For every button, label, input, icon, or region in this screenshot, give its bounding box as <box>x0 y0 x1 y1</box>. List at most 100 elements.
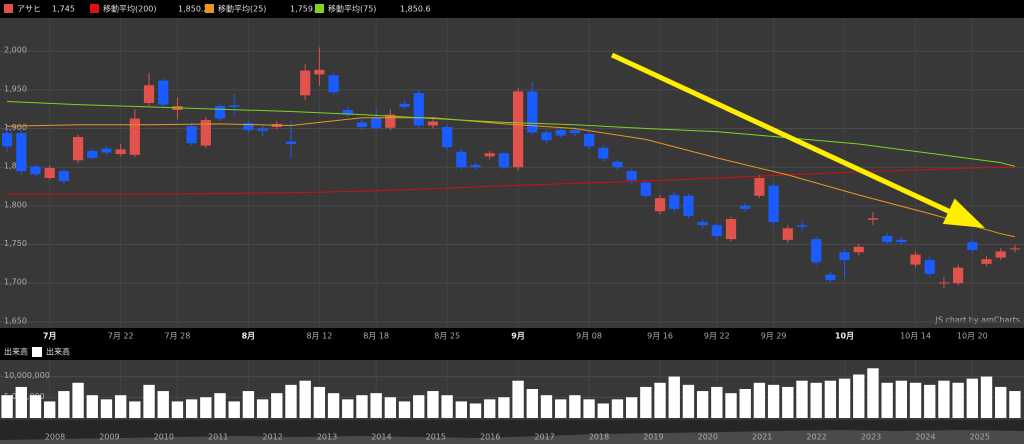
volume-bar <box>185 399 198 418</box>
credit: JS chart by amCharts <box>934 316 1020 325</box>
x-tick-label: 10月 <box>835 332 854 341</box>
legend-value: 1,745 <box>52 5 75 14</box>
candle-body <box>129 118 140 155</box>
volume-bar <box>1 395 13 418</box>
volume-bar <box>739 389 751 418</box>
price-panel <box>0 18 1024 328</box>
navigator-year: 2021 <box>752 433 772 442</box>
candle-body <box>427 121 439 126</box>
candle-body <box>399 103 410 107</box>
candle-body <box>811 239 822 263</box>
y-tick-label: 1,850 <box>4 162 27 171</box>
x-tick-label: 10月 14 <box>900 332 931 341</box>
candle-body <box>257 128 268 131</box>
navigator-year: 2019 <box>643 433 663 442</box>
volume-bar <box>938 380 950 418</box>
volume-bar <box>895 380 908 418</box>
candle-body <box>456 151 467 168</box>
navigator-year: 2012 <box>262 433 282 442</box>
candle-body <box>654 198 666 212</box>
volume-bar <box>29 395 42 418</box>
volume-bar <box>242 391 255 418</box>
volume-bar <box>753 382 766 418</box>
x-tick-label: 9月 29 <box>761 332 787 341</box>
moving-average-line <box>7 117 1016 238</box>
volume-bar <box>58 391 70 418</box>
candle-body <box>938 282 950 284</box>
volume-bar <box>782 386 794 418</box>
y-tick-label: 2,000 <box>4 46 27 55</box>
legend-label: 移動平均(25) <box>218 4 266 14</box>
volume-bar <box>824 380 837 418</box>
x-tick-label: 9月 <box>511 332 525 341</box>
volume-bar <box>114 395 127 418</box>
y-tick-label: 1,900 <box>4 123 27 132</box>
volume-bar <box>583 399 595 418</box>
navigator-year: 2008 <box>45 433 65 442</box>
volume-bar <box>540 395 553 418</box>
candle-body <box>825 274 836 281</box>
navigator-year: 2025 <box>970 433 990 442</box>
candle-body <box>484 153 495 157</box>
candle-body <box>371 117 382 128</box>
x-tick-label: 7月 28 <box>165 332 191 341</box>
candle-body <box>328 75 339 93</box>
x-tick-label: 8月 18 <box>363 332 389 341</box>
navigator-year: 2015 <box>426 433 446 442</box>
volume-bar <box>640 386 652 418</box>
volume-bar <box>838 378 851 418</box>
volume-bar <box>668 376 680 418</box>
volume-bar <box>313 386 326 418</box>
candle-body <box>115 149 126 155</box>
x-tick-label: 8月 <box>242 332 256 341</box>
volume-bar <box>100 399 113 418</box>
candle-body <box>953 267 964 284</box>
candle-body <box>101 148 112 153</box>
volume-title: 出来高 <box>4 347 28 357</box>
navigator-year: 2016 <box>480 433 500 442</box>
candle-body <box>626 171 637 181</box>
y-tick-label: 1,650 <box>4 316 27 325</box>
candle-body <box>44 167 55 179</box>
candle-body <box>725 218 737 240</box>
candle-body <box>527 91 538 133</box>
volume-bar <box>881 382 893 418</box>
volume-bar <box>143 384 155 418</box>
y-tick-label: 1,700 <box>4 278 27 287</box>
volume-bar <box>597 403 609 418</box>
legend-value: 1,850.2 <box>178 5 209 14</box>
candle-body <box>754 178 765 196</box>
candle-body <box>356 122 368 128</box>
volume-bar <box>952 382 964 418</box>
volume-bar <box>200 397 212 418</box>
volume-bar <box>44 401 56 418</box>
candle-body <box>995 251 1006 258</box>
candle-body <box>498 153 510 168</box>
volume-bar <box>980 376 993 418</box>
volume-bar <box>498 397 510 418</box>
navigator-year: 2022 <box>806 433 826 442</box>
y-tick-label: 1,800 <box>4 200 27 209</box>
candle-body <box>697 222 708 226</box>
volume-bar <box>611 399 624 418</box>
volume-bar <box>484 399 496 418</box>
trend-arrow <box>611 52 985 229</box>
volume-bar <box>696 391 709 418</box>
candle-body <box>896 239 907 243</box>
volume-bar <box>1009 391 1021 418</box>
legend-swatch <box>205 4 214 13</box>
candle-body <box>981 259 992 264</box>
volume-bar <box>512 380 524 418</box>
volume-bar <box>299 380 311 418</box>
navigator-year: 2018 <box>589 433 609 442</box>
volume-bar <box>228 401 240 418</box>
y-tick-label: 1,750 <box>4 239 27 248</box>
x-tick-label: 8月 25 <box>434 332 460 341</box>
plot-layer: 1,650 1,700 1,750 1,800 1,850 1,900 1,950 2,000… <box>0 18 1024 442</box>
candle-body <box>229 105 240 107</box>
volume-bar <box>455 401 467 418</box>
legend-label: 移動平均(200) <box>103 4 157 14</box>
volume-bar <box>625 397 638 418</box>
navigator-year: 2011 <box>208 433 228 442</box>
volume-bar <box>413 395 425 418</box>
